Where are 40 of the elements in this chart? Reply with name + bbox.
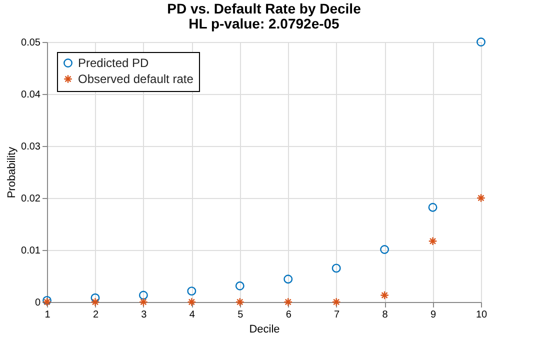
x-axis-title: Decile bbox=[249, 324, 280, 336]
point bbox=[380, 245, 390, 254]
y-tick-label: 0.03 bbox=[21, 142, 41, 152]
x-tick-label: 5 bbox=[238, 310, 244, 320]
point bbox=[476, 38, 486, 46]
x-tick-label: 9 bbox=[430, 310, 436, 320]
point bbox=[332, 298, 341, 306]
y-tick-label: 0.02 bbox=[21, 194, 41, 204]
legend-label: Predicted PD bbox=[78, 56, 150, 70]
point bbox=[476, 194, 486, 202]
y-tick-label: 0.01 bbox=[21, 246, 41, 256]
point bbox=[138, 290, 148, 300]
point bbox=[428, 202, 438, 212]
point bbox=[284, 298, 293, 306]
x-tick-label: 1 bbox=[44, 310, 51, 320]
point bbox=[332, 264, 341, 273]
point bbox=[187, 298, 196, 306]
x-tick-label: 2 bbox=[92, 310, 99, 320]
x-tick-label: 10 bbox=[476, 310, 488, 320]
point bbox=[380, 290, 390, 300]
point bbox=[284, 274, 293, 284]
chart-title: PD vs. Default Rate by Decile bbox=[167, 0, 362, 17]
point bbox=[187, 286, 196, 296]
point bbox=[138, 298, 148, 306]
y-tick-label: 0.05 bbox=[21, 38, 41, 48]
x-tick-label: 3 bbox=[141, 310, 148, 320]
point bbox=[235, 298, 244, 306]
x-tick-label: 4 bbox=[189, 310, 196, 320]
y-axis-title: Probability bbox=[6, 146, 18, 198]
legend-label: Observed default rate bbox=[78, 72, 194, 86]
y-tick-label: 0 bbox=[34, 298, 41, 308]
x-tick-label: 8 bbox=[382, 310, 388, 320]
point bbox=[90, 293, 100, 302]
y-tick-label: 0.04 bbox=[21, 90, 41, 100]
point bbox=[90, 298, 100, 306]
x-tick-label: 7 bbox=[334, 310, 340, 320]
chart-subtitle: HL p-value: 2.0792e-05 bbox=[188, 16, 340, 32]
x-tick-label: 6 bbox=[286, 310, 292, 320]
point bbox=[235, 281, 244, 290]
point bbox=[428, 236, 438, 246]
